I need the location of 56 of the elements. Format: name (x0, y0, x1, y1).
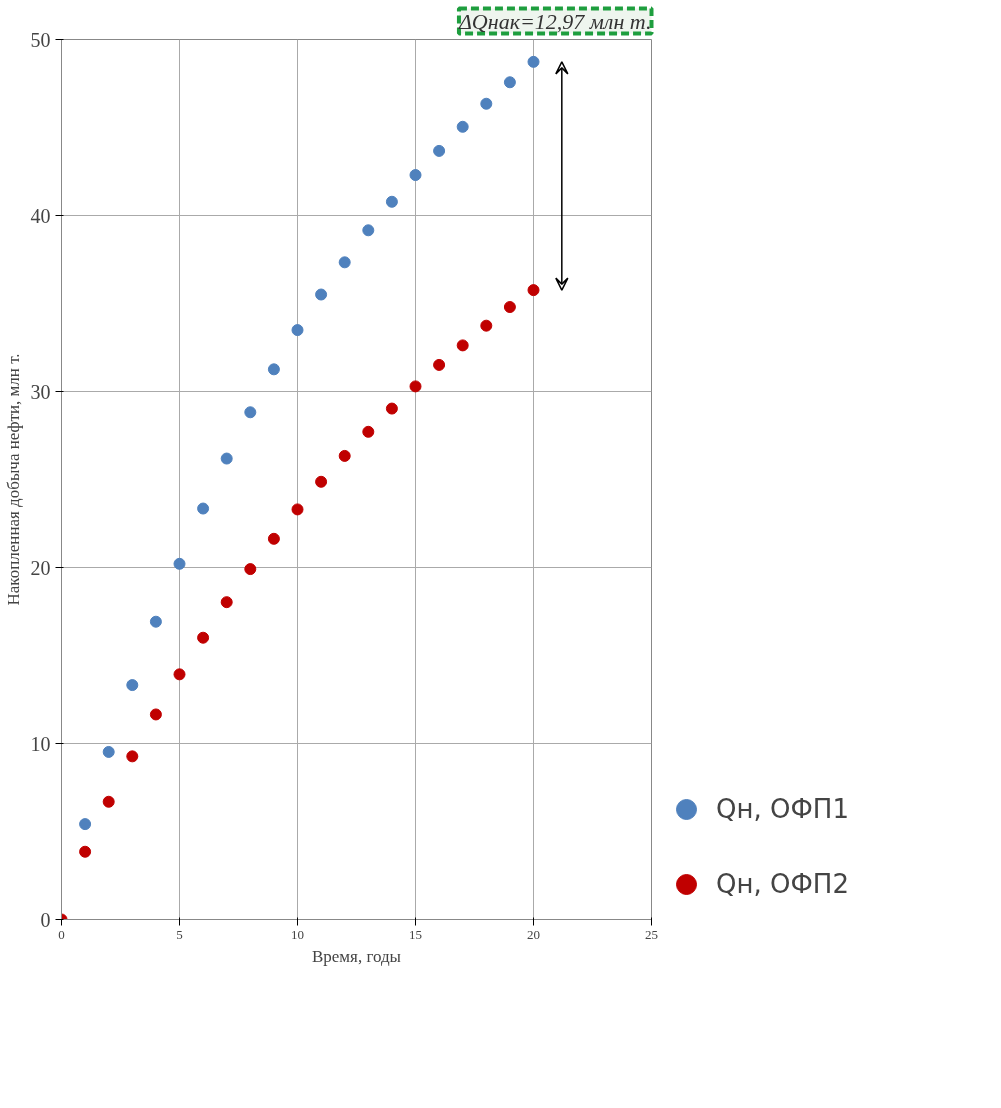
point (385, 195, 398, 208)
legend-label: Qн, ОФП1 (716, 794, 849, 824)
point (527, 284, 540, 297)
point (126, 679, 139, 692)
point (409, 169, 422, 182)
x-tick-label: 25 (645, 926, 658, 942)
point (244, 563, 257, 576)
point (480, 319, 493, 332)
y-tick-label: 20 (30, 556, 51, 579)
point (433, 358, 446, 371)
point (197, 631, 210, 644)
y-tick-label: 50 (30, 28, 51, 51)
point (456, 120, 469, 133)
point (338, 256, 351, 269)
point (244, 406, 257, 419)
y-tick-label: 30 (30, 380, 51, 403)
x-tick-label: 10 (291, 926, 304, 942)
point (315, 475, 328, 488)
point (173, 557, 186, 570)
x-tick-label: 15 (409, 926, 422, 942)
x-tick-label: 5 (176, 926, 183, 942)
y-axis-title: Накопленная добыча нефти, млн т. (3, 353, 23, 606)
point (362, 224, 375, 237)
point (126, 750, 139, 763)
point (79, 818, 92, 831)
x-tick-label: 20 (527, 926, 540, 942)
point (338, 449, 351, 462)
point (267, 532, 280, 545)
point (503, 301, 516, 314)
point (197, 502, 210, 515)
point (79, 845, 92, 858)
point (527, 55, 540, 68)
point (149, 615, 162, 628)
point (456, 339, 469, 352)
point (149, 708, 162, 721)
point (385, 402, 398, 415)
legend-label: Qн, ОФП2 (716, 869, 849, 899)
x-axis-title: Время, годы (311, 946, 402, 966)
point (503, 76, 516, 89)
point (220, 596, 233, 609)
point (267, 363, 280, 376)
point (409, 380, 422, 393)
y-tick-label: 10 (30, 732, 51, 755)
point (315, 288, 328, 301)
point (102, 795, 115, 808)
x-tick-label: 0 (58, 926, 65, 942)
point (362, 425, 375, 438)
point (173, 668, 186, 681)
point (291, 503, 304, 516)
point (480, 97, 493, 110)
text: ΔQнак=12,97 млн т. (457, 8, 652, 34)
y-tick-label: 40 (30, 204, 51, 227)
point (291, 324, 304, 337)
point (433, 144, 446, 157)
point (220, 452, 233, 465)
point (102, 745, 115, 758)
